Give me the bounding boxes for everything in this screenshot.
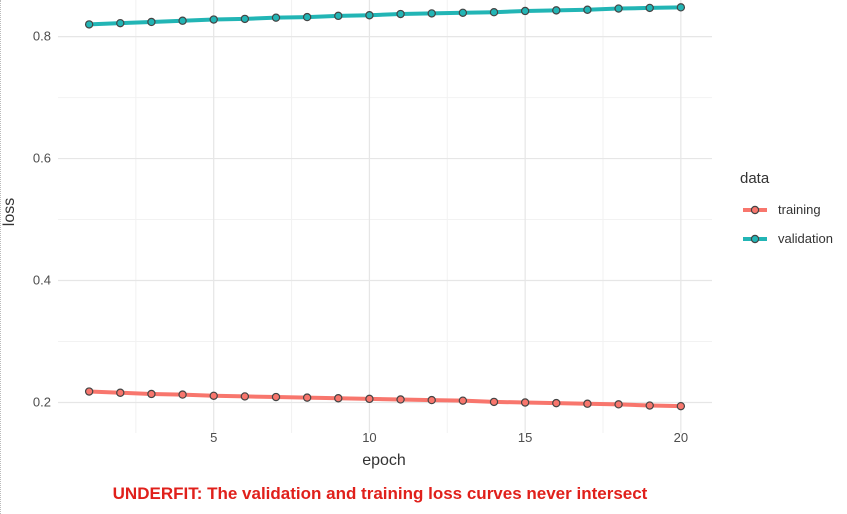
data-point-validation bbox=[116, 18, 125, 28]
legend-label-training: training bbox=[778, 202, 821, 217]
y-tick-label: 0.4 bbox=[33, 273, 51, 288]
series-points bbox=[84, 3, 686, 411]
data-point-training bbox=[676, 401, 686, 411]
legend-marker-training bbox=[750, 205, 760, 215]
data-point-validation bbox=[271, 13, 281, 22]
data-point-training bbox=[209, 391, 218, 400]
data-point-training bbox=[178, 390, 187, 399]
y-tick-label: 0.6 bbox=[33, 151, 51, 166]
data-point-training bbox=[614, 400, 623, 409]
data-point-training bbox=[583, 399, 592, 408]
data-point-validation bbox=[583, 5, 592, 14]
data-point-validation bbox=[489, 7, 499, 17]
data-point-validation bbox=[676, 3, 686, 12]
series-line-validation bbox=[87, 5, 683, 27]
data-point-training bbox=[645, 401, 654, 410]
data-point-training bbox=[365, 394, 374, 404]
line-chart: 5 10 15 20 0.2 0.4 0.6 0.8 epoch loss data tra… bbox=[1, 0, 833, 469]
data-point-training bbox=[334, 394, 343, 403]
data-point-validation bbox=[427, 9, 436, 18]
y-tick-label: 0.8 bbox=[33, 29, 51, 44]
data-point-validation bbox=[178, 16, 187, 25]
underfit-caption: UNDERFIT: The validation and training lo… bbox=[112, 484, 648, 503]
series-line-training bbox=[87, 389, 683, 409]
data-point-training bbox=[427, 395, 436, 405]
data-point-training bbox=[84, 387, 94, 396]
data-point-validation bbox=[645, 3, 654, 13]
legend-title: data bbox=[740, 170, 770, 187]
data-point-training bbox=[458, 396, 468, 405]
x-tick-label: 20 bbox=[674, 430, 688, 445]
x-tick-label: 10 bbox=[362, 430, 376, 445]
data-point-training bbox=[271, 392, 281, 402]
legend-label-validation: validation bbox=[778, 231, 833, 246]
legend: data training validation bbox=[740, 170, 833, 246]
left-edge-divider bbox=[0, 0, 2, 514]
data-point-validation bbox=[209, 15, 218, 24]
x-tick-label: 15 bbox=[518, 430, 532, 445]
x-axis-title: epoch bbox=[362, 452, 406, 469]
data-point-training bbox=[240, 392, 250, 401]
data-point-validation bbox=[552, 6, 561, 15]
data-point-training bbox=[116, 388, 125, 397]
data-point-validation bbox=[614, 4, 623, 13]
data-point-training bbox=[489, 397, 499, 407]
data-point-validation bbox=[365, 11, 374, 20]
data-point-training bbox=[147, 389, 156, 399]
y-axis-title: loss bbox=[1, 198, 18, 226]
grid-minor bbox=[58, 0, 712, 433]
data-point-validation bbox=[84, 20, 94, 29]
data-point-training bbox=[520, 398, 530, 407]
x-tick-label: 5 bbox=[210, 430, 217, 445]
series-lines bbox=[87, 5, 683, 409]
x-tick-labels: 5 10 15 20 bbox=[210, 430, 688, 445]
data-point-validation bbox=[396, 9, 405, 19]
y-tick-labels: 0.2 0.4 0.6 0.8 bbox=[33, 29, 51, 410]
data-point-validation bbox=[240, 14, 250, 24]
data-point-training bbox=[552, 398, 561, 408]
data-point-validation bbox=[458, 8, 468, 18]
data-point-training bbox=[302, 393, 312, 402]
legend-marker-validation bbox=[750, 234, 760, 244]
data-point-validation bbox=[302, 12, 312, 22]
data-point-validation bbox=[520, 6, 530, 16]
data-point-validation bbox=[334, 11, 343, 21]
data-point-training bbox=[396, 395, 405, 404]
grid-major bbox=[58, 0, 712, 433]
data-point-validation bbox=[147, 17, 156, 27]
y-tick-label: 0.2 bbox=[33, 395, 51, 410]
